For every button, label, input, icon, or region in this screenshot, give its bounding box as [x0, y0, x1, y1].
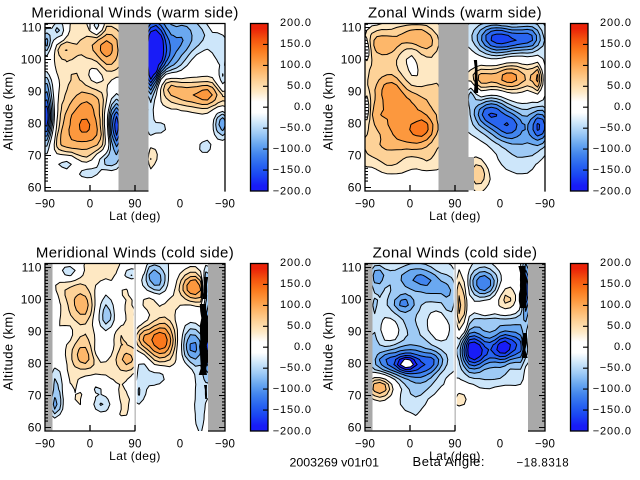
- svg-text:50.0: 50.0: [287, 80, 312, 92]
- svg-text:90: 90: [128, 439, 141, 451]
- svg-text:−90: −90: [355, 439, 375, 451]
- svg-text:0: 0: [177, 199, 184, 211]
- svg-text:−150.0: −150.0: [593, 164, 632, 176]
- svg-text:100.0: 100.0: [280, 59, 312, 71]
- svg-text:100.0: 100.0: [600, 299, 632, 311]
- svg-text:−200.0: −200.0: [593, 185, 632, 197]
- svg-text:50.0: 50.0: [607, 80, 632, 92]
- svg-text:−18.8318: −18.8318: [517, 458, 570, 470]
- svg-text:Meridional Winds (warm side): Meridional Winds (warm side): [31, 5, 238, 22]
- svg-text:Lat (deg): Lat (deg): [429, 449, 481, 463]
- svg-text:100: 100: [341, 292, 362, 306]
- svg-text:200.0: 200.0: [280, 17, 312, 29]
- svg-text:−100.0: −100.0: [273, 383, 312, 395]
- svg-text:−100.0: −100.0: [593, 143, 632, 155]
- svg-text:0: 0: [87, 199, 94, 211]
- svg-text:Beta Angle:: Beta Angle:: [413, 454, 486, 469]
- svg-text:50.0: 50.0: [287, 320, 312, 332]
- svg-text:90: 90: [28, 324, 42, 338]
- svg-text:−90: −90: [355, 199, 375, 211]
- svg-text:−50.0: −50.0: [600, 122, 632, 134]
- svg-text:0.0: 0.0: [294, 101, 312, 113]
- svg-text:150.0: 150.0: [280, 38, 312, 50]
- svg-text:70: 70: [348, 148, 362, 162]
- svg-text:50.0: 50.0: [607, 320, 632, 332]
- svg-text:−150.0: −150.0: [273, 404, 312, 416]
- svg-text:110: 110: [342, 20, 362, 34]
- svg-text:80: 80: [348, 356, 362, 370]
- svg-text:−200.0: −200.0: [273, 425, 312, 437]
- svg-text:−200.0: −200.0: [273, 185, 312, 197]
- svg-text:0: 0: [497, 439, 504, 451]
- svg-text:80: 80: [28, 356, 42, 370]
- svg-text:80: 80: [28, 116, 42, 130]
- svg-text:110: 110: [22, 260, 42, 274]
- svg-text:Lat (deg): Lat (deg): [429, 209, 481, 223]
- svg-text:Zonal Winds (cold side): Zonal Winds (cold side): [373, 245, 538, 262]
- svg-text:−90: −90: [35, 439, 55, 451]
- svg-text:0: 0: [407, 439, 414, 451]
- svg-text:90: 90: [28, 84, 42, 98]
- svg-text:−100.0: −100.0: [273, 143, 312, 155]
- svg-text:−100.0: −100.0: [593, 383, 632, 395]
- svg-text:200.0: 200.0: [600, 257, 632, 269]
- svg-text:−150.0: −150.0: [593, 404, 632, 416]
- svg-text:150.0: 150.0: [600, 38, 632, 50]
- svg-text:150.0: 150.0: [600, 278, 632, 290]
- svg-text:−50.0: −50.0: [280, 122, 312, 134]
- svg-text:0.0: 0.0: [294, 341, 312, 353]
- svg-text:−200.0: −200.0: [593, 425, 632, 437]
- svg-text:60: 60: [28, 180, 42, 194]
- svg-text:−90: −90: [535, 199, 555, 211]
- svg-text:100: 100: [21, 52, 42, 66]
- svg-text:70: 70: [28, 388, 42, 402]
- svg-text:90: 90: [348, 84, 362, 98]
- svg-text:Zonal Winds (warm side): Zonal Winds (warm side): [368, 5, 542, 22]
- svg-text:100: 100: [341, 52, 362, 66]
- svg-text:60: 60: [28, 420, 42, 434]
- svg-text:Lat (deg): Lat (deg): [109, 209, 161, 223]
- svg-text:60: 60: [348, 420, 362, 434]
- svg-text:100.0: 100.0: [600, 59, 632, 71]
- svg-text:200.0: 200.0: [600, 17, 632, 29]
- svg-text:Lat (deg): Lat (deg): [109, 449, 161, 463]
- svg-text:150.0: 150.0: [280, 278, 312, 290]
- svg-text:0.0: 0.0: [614, 341, 632, 353]
- svg-text:90: 90: [128, 199, 141, 211]
- svg-text:−90: −90: [35, 199, 55, 211]
- svg-text:90: 90: [448, 439, 461, 451]
- svg-text:70: 70: [28, 148, 42, 162]
- svg-text:−90: −90: [535, 439, 555, 451]
- svg-text:110: 110: [342, 260, 362, 274]
- svg-text:110: 110: [22, 20, 42, 34]
- svg-text:−90: −90: [215, 199, 235, 211]
- svg-text:Altitude (km): Altitude (km): [1, 72, 16, 151]
- svg-text:−150.0: −150.0: [273, 164, 312, 176]
- svg-text:90: 90: [348, 324, 362, 338]
- svg-text:Altitude (km): Altitude (km): [1, 312, 16, 391]
- svg-text:60: 60: [348, 180, 362, 194]
- svg-text:100: 100: [21, 292, 42, 306]
- svg-text:0: 0: [87, 439, 94, 451]
- svg-text:−90: −90: [215, 439, 235, 451]
- svg-text:80: 80: [348, 116, 362, 130]
- svg-text:0: 0: [177, 439, 184, 451]
- svg-text:0: 0: [497, 199, 504, 211]
- svg-text:Altitude (km): Altitude (km): [321, 72, 336, 151]
- svg-text:Altitude (km): Altitude (km): [321, 312, 336, 391]
- svg-text:−50.0: −50.0: [280, 362, 312, 374]
- svg-text:0: 0: [407, 199, 414, 211]
- svg-text:Meridional Winds (cold side): Meridional Winds (cold side): [36, 245, 234, 262]
- svg-text:0.0: 0.0: [614, 101, 632, 113]
- svg-text:100.0: 100.0: [280, 299, 312, 311]
- svg-text:90: 90: [448, 199, 461, 211]
- svg-text:2003269 v01r01: 2003269 v01r01: [290, 456, 380, 470]
- svg-text:70: 70: [348, 388, 362, 402]
- svg-text:200.0: 200.0: [280, 257, 312, 269]
- svg-text:−50.0: −50.0: [600, 362, 632, 374]
